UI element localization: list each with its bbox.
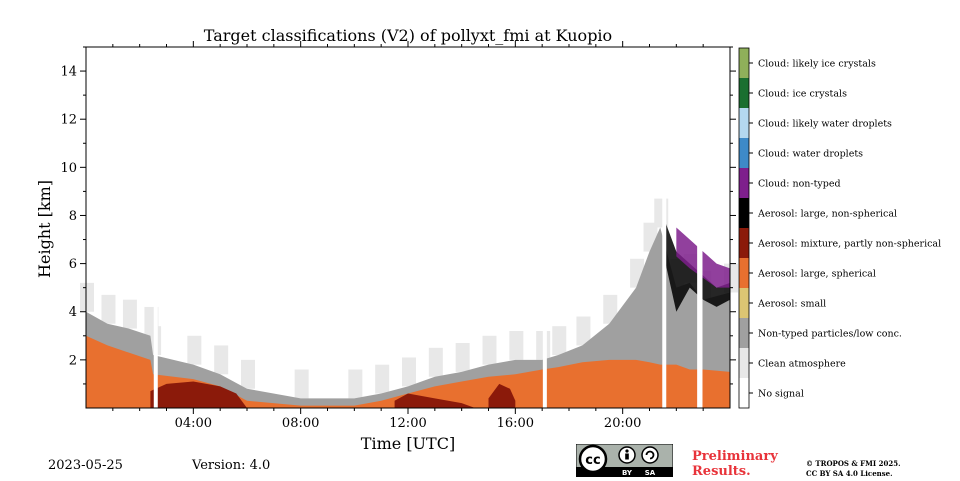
x-tick-label: 20:00 [604, 416, 641, 431]
x-axis-label: Time [UTC] [361, 434, 455, 453]
colorbar-swatch [739, 168, 749, 198]
colorbar-frame [738, 47, 750, 409]
y-tick-label: 6 [69, 257, 77, 272]
version-label: Version: 4.0 [192, 458, 271, 473]
colorbar-swatch [739, 78, 749, 108]
y-tick-label: 14 [60, 65, 77, 80]
clean-atmosphere-patch [576, 316, 591, 346]
colorbar-label: Cloud: non-typed [758, 179, 841, 190]
x-axis: 04:00 08:00 12:00 16:00 20:00 [112, 41, 704, 431]
by-label: BY [622, 469, 633, 477]
cc-license-badge: cc BY SA [575, 443, 674, 481]
y-tick-label: 2 [69, 353, 77, 368]
y-axis-label: Height [km] [35, 180, 54, 278]
clean-atmosphere-patch [455, 343, 470, 372]
clean-atmosphere-patch [122, 299, 137, 329]
colorbar-swatch [739, 348, 749, 378]
colorbar-label: Cloud: likely water droplets [758, 119, 892, 130]
preliminary-line-1: Preliminary [692, 449, 778, 464]
cloud-layer-7 [676, 227, 730, 288]
x-tick-label: 12:00 [389, 416, 426, 431]
preliminary-line-2: Results. [692, 464, 751, 479]
data-gap [698, 47, 703, 408]
sa-icon [645, 450, 655, 460]
colorbar-label: Non-typed particles/low conc. [758, 329, 902, 340]
colorbar-swatch [739, 318, 749, 348]
class-region-5 [150, 381, 247, 408]
plot-area [80, 46, 738, 409]
class-region-2 [86, 227, 730, 408]
colorbar-label: Clean atmosphere [758, 359, 846, 370]
x-tick-label: 08:00 [282, 416, 319, 431]
colorbar-label: Cloud: water droplets [758, 149, 863, 160]
clean-atmosphere-patch [214, 345, 229, 375]
clean-atmosphere-patch [101, 294, 116, 324]
date-label: 2023-05-25 [48, 458, 123, 473]
chart-title: Target classifications (V2) of pollyxt_f… [204, 26, 612, 45]
colorbar-label: Aerosol: large, spherical [757, 269, 876, 280]
copyright-note: © TROPOS & FMI 2025. CC BY SA 4.0 Licens… [806, 459, 901, 479]
clean-atmosphere-patch [482, 335, 497, 365]
clean-atmosphere-patch [348, 369, 363, 399]
preliminary-results-note: Preliminary Results. [692, 449, 778, 479]
clean-atmosphere-patch [603, 294, 618, 324]
data-gap [542, 47, 547, 408]
colorbar-swatch [739, 378, 749, 408]
clean-atmosphere-patch [241, 359, 255, 389]
clean-atmosphere-patch [294, 369, 309, 399]
colorbar-label: Aerosol: mixture, partly non-spherical [757, 239, 941, 250]
cc-icon: cc [585, 453, 600, 468]
y-tick-label: 4 [69, 305, 77, 320]
clean-atmosphere-patch [80, 282, 94, 312]
by-icon [625, 449, 629, 453]
cloud-layer-6 [662, 215, 730, 312]
y-tick-label: 12 [60, 113, 77, 128]
colorbar-swatch [739, 48, 749, 78]
x-tick-label: 04:00 [175, 416, 212, 431]
clean-atmosphere-patch [509, 330, 524, 360]
colorbar-swatch [739, 108, 749, 138]
class-region-5 [394, 393, 476, 408]
clean-atmosphere-patch [187, 335, 202, 365]
data-gap [662, 47, 667, 408]
class-region-5 [488, 383, 516, 408]
colorbar-legend: No signal Clean atmosphere Non-typed parti… [738, 47, 941, 409]
clean-atmosphere-patch [428, 347, 443, 377]
colorbar-label: Cloud: ice crystals [758, 89, 847, 100]
colorbar-swatch [739, 228, 749, 258]
copyright-line-2: CC BY SA 4.0 License. [806, 469, 893, 478]
sa-label: SA [645, 469, 656, 477]
colorbar-label: Cloud: likely ice crystals [758, 59, 876, 70]
colorbar-swatch [739, 288, 749, 318]
class-region-4 [86, 335, 730, 408]
data-gap [153, 47, 158, 408]
colorbar-label: No signal [758, 389, 804, 400]
x-tick-label: 16:00 [497, 416, 534, 431]
colorbar-label: Aerosol: small [757, 299, 826, 310]
clean-atmosphere-patch [402, 357, 416, 387]
colorbar-label: Aerosol: large, non-spherical [757, 209, 897, 220]
colorbar-swatch [739, 138, 749, 168]
copyright-line-1: © TROPOS & FMI 2025. [806, 459, 901, 468]
y-tick-label: 8 [69, 209, 77, 224]
clean-atmosphere-patch [375, 364, 390, 394]
y-axis: 2 4 6 8 10 12 14 [60, 46, 736, 385]
y-tick-label: 10 [60, 161, 77, 176]
clean-atmosphere-patch [552, 326, 567, 356]
colorbar-swatch [739, 198, 749, 228]
colorbar-swatch [739, 258, 749, 288]
